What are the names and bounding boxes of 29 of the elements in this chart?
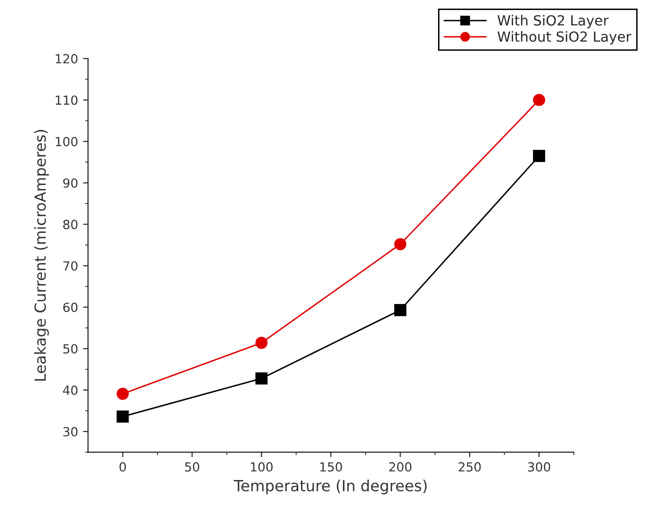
point [394, 304, 406, 316]
legend-label: With SiO2 Layer [498, 14, 609, 28]
y-tick-label: 30 [63, 426, 78, 436]
point [116, 410, 129, 423]
point [532, 94, 546, 106]
y-axis-title: Leakage Current (microAmperes) [34, 130, 49, 381]
y-tick-label: 80 [63, 220, 78, 230]
x-tick-label: 300 [528, 462, 550, 472]
x-tick-label: 150 [320, 462, 342, 472]
point [394, 238, 406, 250]
x-tick-label: 100 [250, 462, 273, 472]
y-tick-label: 40 [63, 386, 78, 395]
y-tick-label: 120 [56, 54, 78, 64]
legend-label: Without SiO2 Layer [498, 31, 632, 45]
x-tick-label: 200 [389, 462, 412, 472]
point [255, 372, 268, 385]
y-tick-label: 110 [56, 95, 78, 105]
y-tick-label: 50 [63, 344, 78, 354]
y-tick-label: 100 [56, 136, 78, 146]
point [255, 336, 268, 349]
y-tick-label: 90 [63, 178, 78, 188]
x-tick-label: 0 [120, 462, 126, 472]
x-axis-title: Temperature (In degrees) [234, 480, 427, 494]
point [532, 150, 546, 162]
x-tick-label: 50 [185, 462, 200, 472]
y-tick-label: 60 [63, 302, 78, 312]
y-tick-label: 70 [63, 261, 78, 271]
point [116, 388, 129, 400]
x-tick-label: 250 [458, 462, 481, 472]
